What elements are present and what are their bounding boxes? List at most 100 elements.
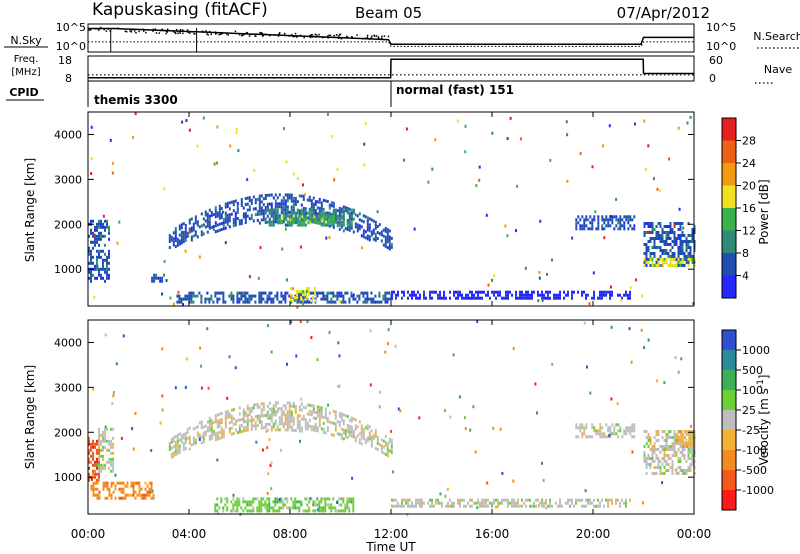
data-cell	[691, 448, 694, 451]
data-cell	[180, 300, 183, 304]
data-cell	[262, 408, 265, 412]
data-cell	[286, 208, 289, 212]
nsky-point	[245, 32, 247, 35]
data-cell	[288, 404, 291, 408]
data-cell	[294, 411, 297, 414]
data-cell	[244, 212, 247, 215]
data-cell	[407, 296, 409, 300]
data-cell	[228, 427, 231, 431]
data-cell	[322, 198, 325, 202]
data-cell	[352, 435, 355, 439]
data-cell	[274, 428, 277, 432]
data-cell	[629, 293, 631, 297]
data-cell	[409, 504, 411, 508]
data-cell	[246, 425, 249, 429]
data-cell	[645, 430, 648, 433]
data-cell	[682, 433, 685, 436]
data-cell	[509, 290, 511, 294]
data-cell	[677, 260, 680, 264]
data-cell	[213, 162, 216, 166]
data-cell	[332, 223, 335, 227]
data-cell	[459, 290, 461, 294]
data-cell	[687, 261, 690, 264]
data-cell	[296, 305, 299, 309]
data-cell	[543, 293, 545, 297]
data-cell	[334, 422, 337, 426]
data-cell	[98, 231, 100, 235]
data-cell	[491, 278, 494, 282]
data-cell	[90, 442, 92, 446]
data-cell	[629, 224, 632, 228]
data-cell	[681, 264, 684, 267]
data-cell	[150, 496, 153, 500]
data-cell	[308, 403, 311, 407]
data-cell	[110, 460, 113, 464]
data-cell	[298, 426, 301, 430]
data-cell	[655, 257, 658, 261]
data-cell	[338, 227, 341, 231]
data-cell	[168, 237, 171, 240]
data-cell	[272, 220, 275, 224]
data-cell	[527, 296, 529, 300]
data-cell	[677, 448, 680, 451]
data-cell	[609, 290, 611, 294]
data-cell	[202, 425, 205, 429]
data-cell	[216, 223, 219, 227]
colorbar-swatch	[722, 275, 736, 298]
data-cell	[415, 296, 417, 300]
data-cell	[206, 224, 209, 228]
data-cell	[331, 221, 334, 225]
data-cell	[194, 294, 197, 298]
data-cell	[294, 408, 297, 411]
data-cell	[350, 416, 353, 420]
data-cell	[264, 503, 267, 507]
data-cell	[96, 472, 98, 476]
data-cell	[397, 407, 400, 411]
data-cell	[401, 501, 403, 505]
data-cell	[226, 412, 229, 416]
data-cell	[350, 419, 353, 423]
data-cell	[262, 212, 265, 216]
data-cell	[150, 449, 153, 452]
data-cell	[282, 500, 285, 504]
data-cell	[310, 202, 313, 206]
data-cell	[240, 222, 243, 225]
data-cell	[437, 498, 439, 502]
data-cell	[216, 125, 219, 129]
data-cell	[120, 436, 123, 440]
data-cell	[266, 294, 269, 298]
data-cell	[254, 497, 257, 501]
nsky-point	[328, 34, 330, 36]
data-cell	[611, 432, 614, 436]
data-cell	[324, 294, 327, 298]
data-cell	[306, 421, 309, 425]
data-cell	[325, 215, 328, 219]
data-cell	[682, 442, 685, 445]
data-cell	[328, 330, 331, 334]
data-cell	[689, 457, 692, 460]
nsky-point	[201, 30, 204, 33]
y-tick-label: 3000	[54, 381, 82, 394]
data-cell	[653, 436, 656, 439]
data-cell	[629, 432, 632, 436]
data-cell	[362, 434, 365, 438]
data-cell	[533, 504, 535, 508]
data-cell	[224, 410, 227, 414]
data-cell	[382, 294, 385, 298]
data-cell	[192, 222, 195, 226]
data-cell	[647, 258, 650, 261]
data-cell	[318, 411, 321, 415]
data-cell	[184, 232, 187, 236]
nsky-point	[205, 30, 207, 32]
data-cell	[94, 487, 97, 491]
colorbar-tick-label: -1000	[742, 484, 774, 497]
data-cell	[657, 260, 660, 264]
data-cell	[348, 500, 351, 504]
data-cell	[673, 436, 676, 439]
data-cell	[461, 296, 463, 300]
data-cell	[571, 498, 573, 502]
data-cell	[627, 429, 630, 433]
data-cell	[102, 463, 105, 467]
data-cell	[102, 234, 104, 238]
data-cell	[184, 434, 187, 438]
